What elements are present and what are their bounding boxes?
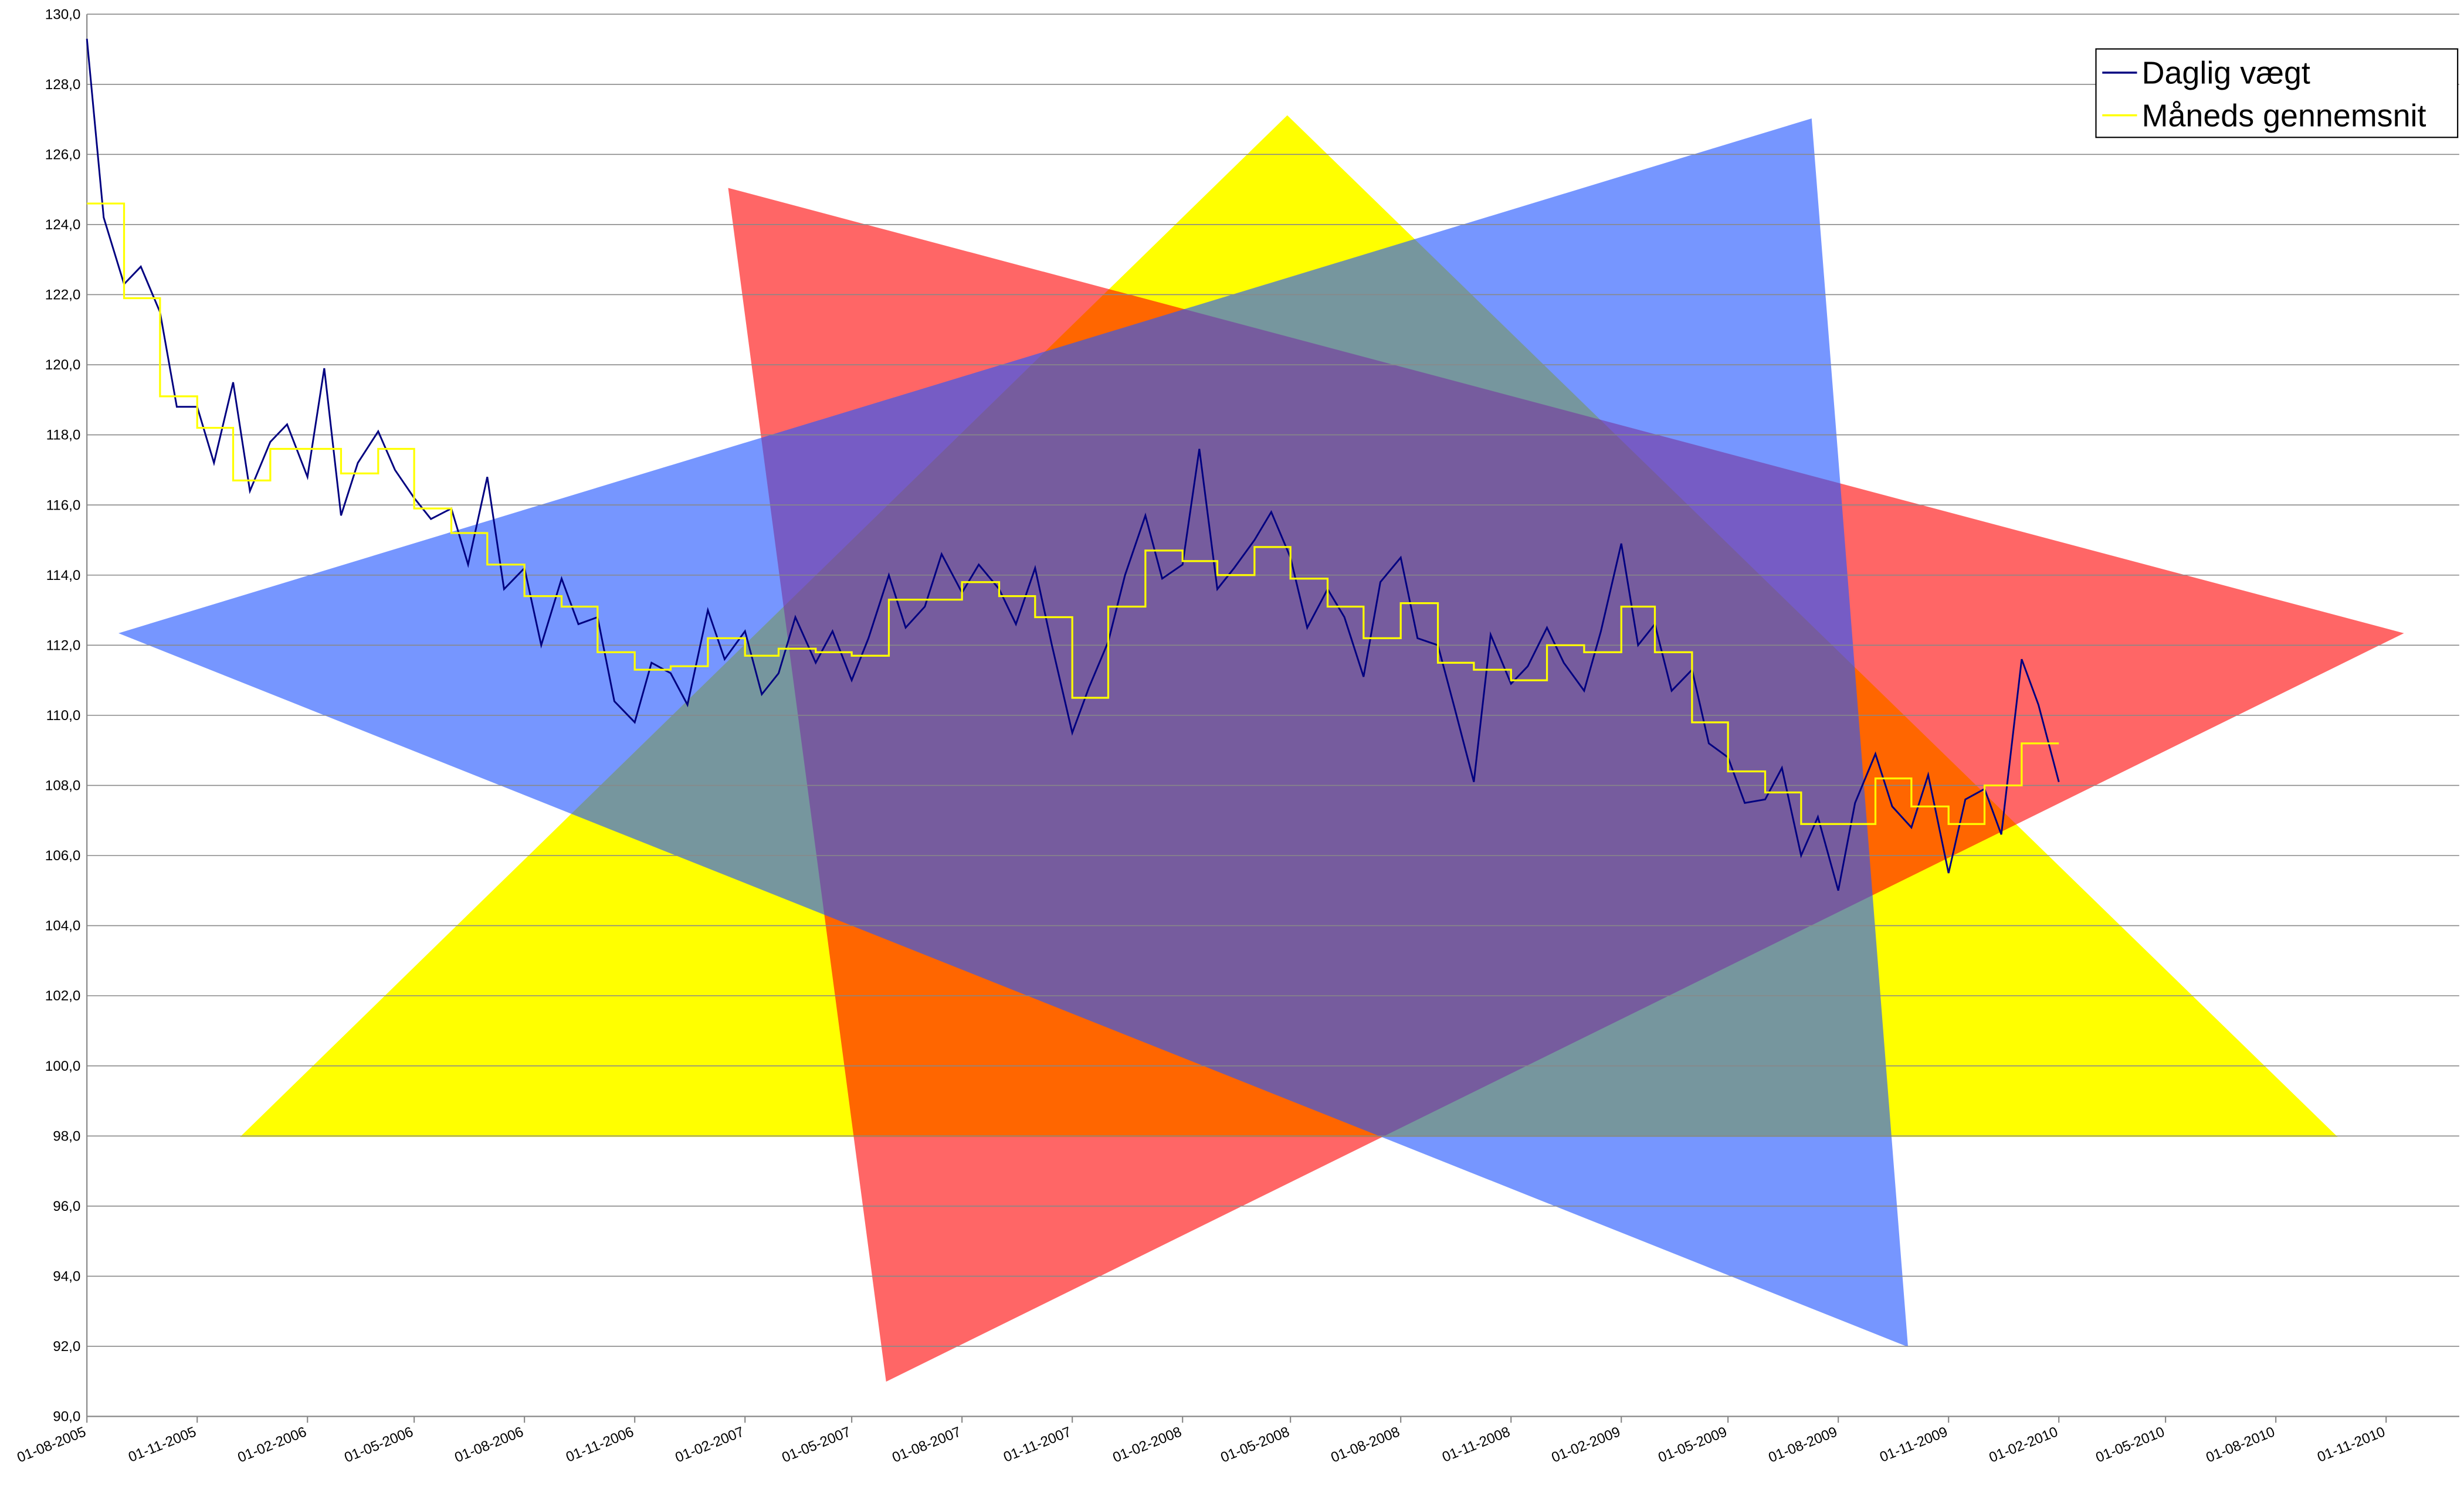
- y-tick-label: 96,0: [53, 1199, 80, 1214]
- blue-triangle: [118, 118, 1909, 1348]
- y-tick-label: 92,0: [53, 1339, 80, 1355]
- y-tick-label: 124,0: [45, 217, 81, 233]
- y-tick-label: 104,0: [45, 918, 81, 934]
- y-tick-label: 106,0: [45, 848, 81, 864]
- y-tick-label: 116,0: [46, 497, 81, 513]
- y-tick-label: 108,0: [45, 778, 81, 794]
- legend-label: Måneds gennemsnit: [2142, 98, 2426, 133]
- y-tick-label: 122,0: [45, 287, 81, 303]
- y-tick-label: 110,0: [46, 708, 81, 724]
- y-tick-label: 118,0: [46, 427, 81, 443]
- y-tick-label: 98,0: [53, 1128, 80, 1144]
- y-tick-label: 128,0: [45, 77, 81, 93]
- legend-label: Daglig vægt: [2142, 56, 2310, 91]
- y-tick-label: 102,0: [45, 988, 81, 1004]
- y-tick-label: 100,0: [45, 1058, 81, 1074]
- series-line: [87, 202, 2059, 825]
- decoration: [118, 115, 2404, 1382]
- y-tick-label: 114,0: [46, 568, 81, 583]
- y-tick-label: 120,0: [45, 357, 81, 373]
- legend-box: [2095, 48, 2459, 138]
- y-tick-label: 126,0: [45, 147, 81, 162]
- y-tick-label: 130,0: [45, 6, 81, 22]
- y-tick-label: 112,0: [46, 637, 81, 653]
- y-tick-label: 90,0: [53, 1409, 80, 1425]
- legend: Daglig vægt Måneds gennemsnit: [2095, 48, 2459, 138]
- y-tick-label: 94,0: [53, 1268, 80, 1284]
